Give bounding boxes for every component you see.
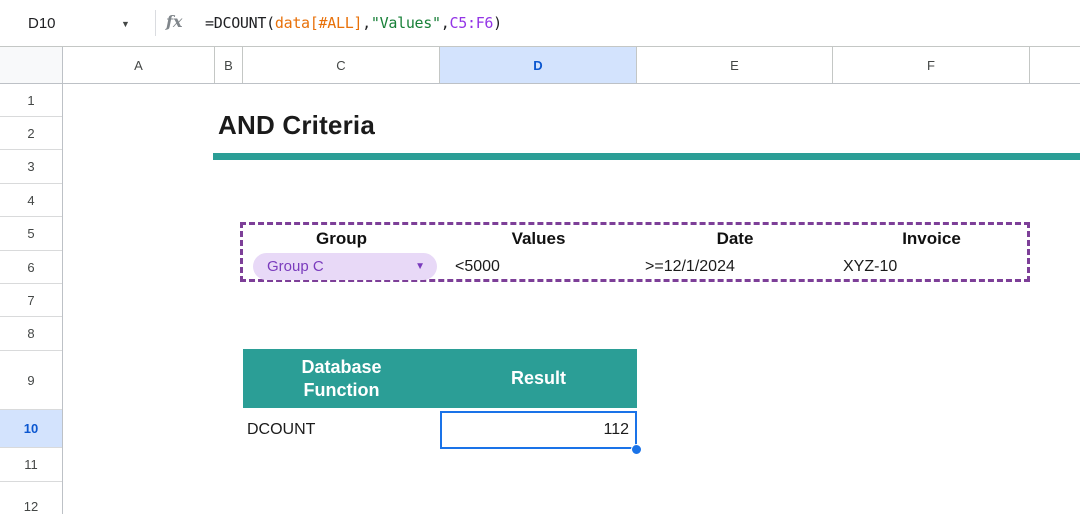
row-header-11[interactable]: 11 (0, 448, 62, 482)
row-header-3[interactable]: 3 (0, 150, 62, 184)
page-title: AND Criteria (218, 110, 375, 140)
row-header-5[interactable]: 5 (0, 217, 62, 251)
name-box[interactable]: D10 ▼ (0, 0, 150, 46)
formula-token: =DCOUNT( (205, 14, 275, 32)
row-header-9[interactable]: 9 (0, 351, 62, 410)
criteria-cell-values[interactable]: <5000 (455, 258, 500, 275)
fill-handle[interactable] (631, 444, 642, 455)
cell-d10-selected-result[interactable]: 112 (440, 411, 637, 449)
criteria-header-date[interactable]: Date (716, 229, 754, 248)
row-header-4[interactable]: 4 (0, 184, 62, 217)
column-header-d-selected[interactable]: D (440, 47, 637, 83)
criteria-range-border (240, 222, 1030, 282)
formula-token: "Values" (370, 14, 441, 32)
toolbar-divider (155, 10, 156, 36)
column-header-a[interactable]: A (63, 47, 215, 83)
group-dropdown-value: Group C (267, 258, 324, 275)
criteria-cell-date[interactable]: >=12/1/2024 (645, 258, 735, 275)
column-header-partial[interactable] (1030, 47, 1080, 83)
row-header-10-selected[interactable]: 10 (0, 410, 62, 448)
cell-canvas: AND Criteria Group Values Date Invoice G… (63, 84, 1080, 514)
criteria-cell-invoice[interactable]: XYZ-10 (843, 258, 898, 275)
column-header-e[interactable]: E (637, 47, 833, 83)
result-header-function-label: Database Function (301, 357, 382, 400)
criteria-header-group[interactable]: Group (316, 229, 367, 248)
formula-input[interactable]: =DCOUNT(data[#ALL], "Values", C5:F6) (205, 0, 1070, 46)
formula-token: C5:F6 (449, 14, 494, 32)
result-header-function[interactable]: Database Function (243, 349, 440, 408)
row-header-1[interactable]: 1 (0, 84, 62, 117)
column-header-b[interactable]: B (215, 47, 243, 83)
formula-token: , (362, 14, 371, 32)
row-header-2[interactable]: 2 (0, 117, 62, 150)
criteria-header-values[interactable]: Values (511, 229, 566, 248)
row-header-7[interactable]: 7 (0, 284, 62, 317)
criteria-header-invoice[interactable]: Invoice (902, 229, 961, 248)
name-box-value: D10 (28, 14, 56, 32)
row-header-6[interactable]: 6 (0, 251, 62, 284)
formula-toolbar: D10 ▼ fx =DCOUNT(data[#ALL], "Values", C5:… (0, 0, 1080, 46)
select-all-corner[interactable] (0, 47, 63, 83)
chevron-down-icon[interactable]: ▼ (415, 261, 425, 272)
result-header-result[interactable]: Result (440, 349, 637, 408)
chevron-down-icon[interactable]: ▼ (121, 19, 130, 29)
column-header-f[interactable]: F (833, 47, 1030, 83)
formula-token: data[#ALL] (274, 14, 363, 32)
result-table-header: Database Function Result (243, 349, 637, 408)
column-header-c[interactable]: C (243, 47, 440, 83)
formula-token: ) (493, 14, 502, 32)
cell-c10-function-name[interactable]: DCOUNT (247, 421, 316, 438)
column-header-row: A B C D E F (0, 46, 1080, 84)
title-underline (213, 153, 1080, 160)
sheet-body: 1 2 3 4 5 6 7 8 9 10 11 12 AND Criteria … (0, 84, 1080, 514)
row-header-column: 1 2 3 4 5 6 7 8 9 10 11 12 (0, 84, 63, 514)
row-header-12[interactable]: 12 (0, 482, 62, 514)
result-header-result-label: Result (510, 368, 566, 389)
group-dropdown[interactable]: Group C ▼ (253, 253, 437, 280)
row-header-8[interactable]: 8 (0, 317, 62, 351)
fx-icon: fx (166, 12, 183, 31)
formula-token: , (440, 14, 450, 32)
